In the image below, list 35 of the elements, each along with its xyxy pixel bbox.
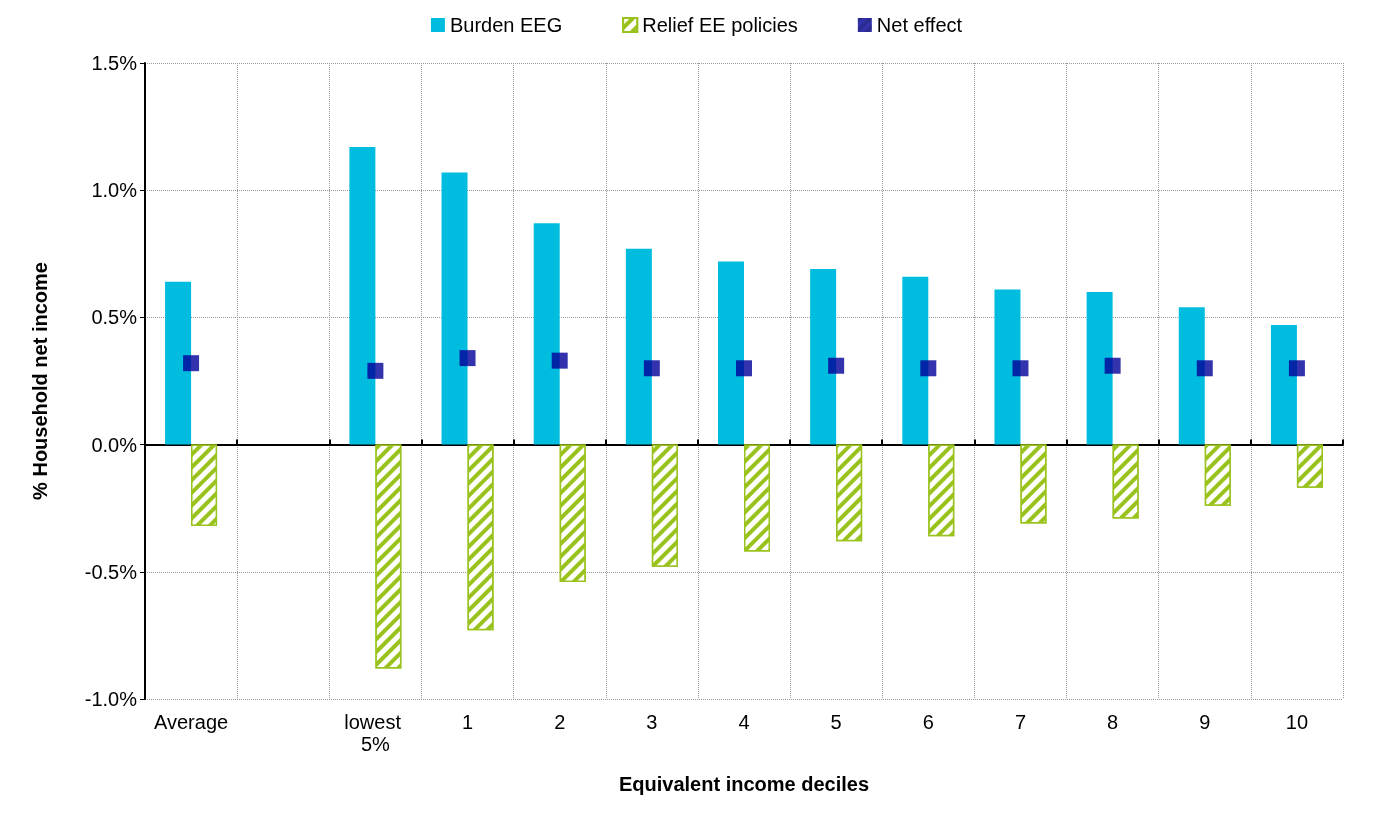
legend-label: Burden EEG	[449, 14, 563, 36]
x-tick-label: 2	[554, 711, 566, 733]
point	[643, 360, 660, 377]
y-tick-label: 0.0%	[91, 433, 138, 456]
point	[367, 362, 384, 379]
point	[1288, 360, 1305, 377]
x-tick-label: 7	[1014, 711, 1027, 733]
legend-label: Relief EE policies	[642, 14, 798, 36]
x-tick-label: 4	[738, 711, 750, 733]
y-tick-label: 0.5%	[91, 306, 138, 329]
y-tick-label: -0.5%	[84, 560, 138, 583]
point	[736, 360, 752, 377]
point	[920, 360, 937, 377]
x-tick-label: Average	[154, 711, 229, 733]
point	[459, 350, 476, 367]
point	[1012, 360, 1029, 377]
point	[1104, 357, 1121, 374]
y-axis-title: % Household net income	[29, 262, 51, 500]
y-tick-label: 1.5%	[91, 52, 138, 74]
x-tick-label: 6	[922, 711, 934, 733]
legend-label: Net effect	[876, 14, 963, 36]
y-tick-label: 1.0%	[91, 179, 138, 202]
x-tick-label: 9	[1199, 711, 1211, 733]
point	[183, 355, 200, 372]
point	[828, 357, 845, 374]
x-tick-label: 8	[1107, 711, 1119, 733]
x-tick-label: 10	[1285, 711, 1309, 733]
point	[551, 352, 568, 369]
x-tick-label: 1	[461, 711, 474, 733]
x-axis-title: Equivalent income deciles	[618, 773, 870, 795]
x-tick-label: lowest 5%	[344, 711, 407, 755]
y-tick-label: -1.0%	[84, 688, 138, 710]
point	[1196, 360, 1213, 377]
x-tick-label: 3	[646, 711, 658, 733]
x-tick-label: 5	[830, 711, 842, 733]
